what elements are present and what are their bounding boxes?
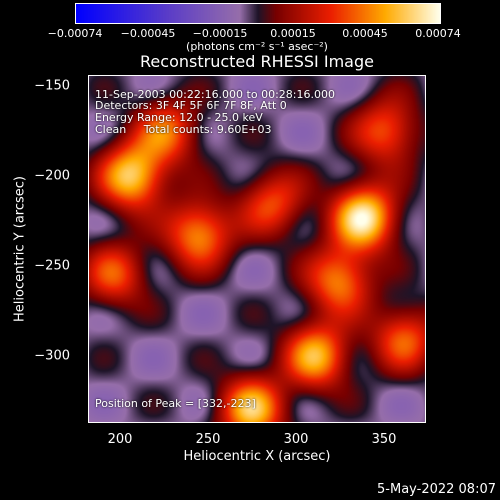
info-energy-range: Energy Range: 12.0 - 25.0 keV: [95, 111, 263, 124]
datestamp: 5-May-2022 08:07: [377, 482, 496, 497]
colorbar-tick-label: 0.00074: [415, 27, 461, 40]
colorbar-tick-label: 0.00015: [270, 27, 316, 40]
colorbar-tick-label: −0.00015: [192, 27, 248, 40]
plot-frame: [88, 75, 426, 423]
info-detectors: Detectors: 3F 4F 5F 6F 7F 8F, Att 0: [95, 99, 287, 112]
x-tick-label: 350: [371, 432, 397, 447]
x-tick-label: 200: [107, 432, 133, 447]
heatmap-image: [88, 75, 426, 423]
chart-title: Reconstructed RHESSI Image: [140, 52, 374, 71]
info-time-range: 11-Sep-2003 00:22:16.000 to 00:28:16.000: [95, 88, 335, 101]
x-axis-label: Heliocentric X (arcsec): [183, 449, 331, 464]
peak-position-label: Position of Peak = [332,-223]: [95, 397, 256, 410]
colorbar-tick-label: −0.00074: [47, 27, 103, 40]
y-axis-label: Heliocentric Y (arcsec): [12, 176, 28, 322]
colorbar-tick-label: −0.00045: [120, 27, 176, 40]
x-tick-label: 250: [195, 432, 221, 447]
colorbar-units: (photons cm⁻² s⁻¹ asec⁻²): [186, 40, 328, 53]
colorbar: [75, 3, 441, 24]
y-tick-label: −200: [34, 168, 70, 184]
info-clean-counts: Clean Total counts: 9.60E+03: [95, 123, 272, 136]
colorbar-tick-label: 0.00045: [342, 27, 388, 40]
y-tick-label: −250: [34, 258, 70, 274]
x-tick-label: 300: [283, 432, 309, 447]
y-tick-label: −300: [34, 348, 70, 364]
y-tick-label: −150: [34, 78, 70, 94]
